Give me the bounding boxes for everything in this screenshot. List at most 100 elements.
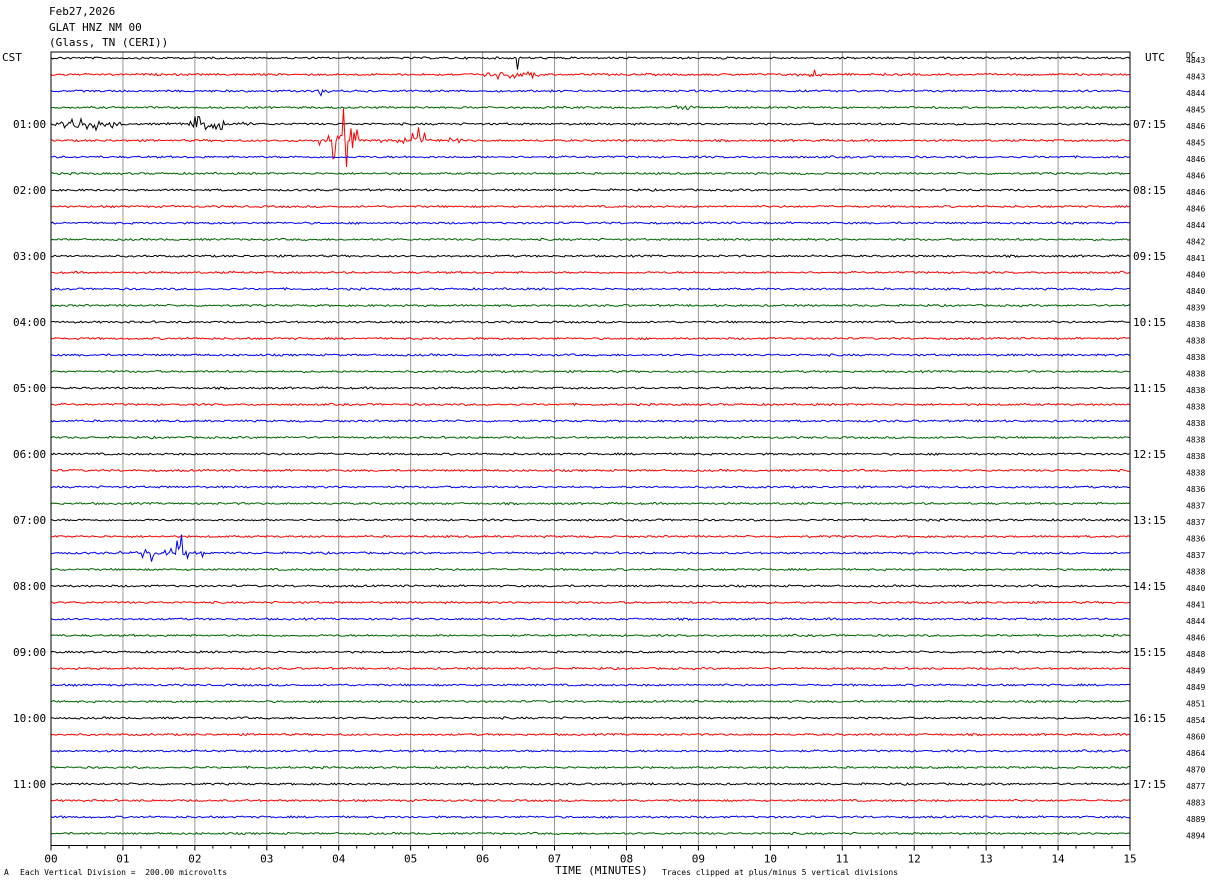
- x-tick-label-12: 12: [908, 853, 921, 866]
- left-time-label-0: 01:00: [13, 118, 46, 131]
- right-time-label-9: 16:15: [1133, 712, 1166, 725]
- trace-36: [50, 650, 1130, 654]
- dc-value-19: 4838: [1186, 370, 1205, 379]
- dc-value-7: 4846: [1186, 172, 1205, 181]
- dc-value-42: 4864: [1186, 749, 1205, 758]
- trace-29: [50, 534, 1130, 539]
- x-tick-label-0: 00: [44, 853, 57, 866]
- dc-value-26: 4836: [1186, 485, 1205, 494]
- x-tick-label-9: 09: [692, 853, 705, 866]
- dc-value-47: 4894: [1186, 832, 1205, 841]
- trace-18: [50, 353, 1130, 357]
- trace-16: [50, 320, 1130, 324]
- trace-30: [50, 534, 1130, 562]
- header-location: (Glass, TN (CERI)): [49, 36, 169, 49]
- dc-value-5: 4845: [1186, 139, 1205, 148]
- trace-13: [50, 270, 1130, 275]
- trace-7: [50, 171, 1130, 176]
- dc-value-32: 4840: [1186, 584, 1205, 593]
- dc-value-11: 4842: [1186, 238, 1205, 247]
- x-axis-ticks: 00 01 02 03 04 05 06 07 08 09 10 11 12 13 14 15: [44, 845, 1137, 866]
- right-timezone-label: UTC: [1145, 51, 1165, 64]
- dc-value-33: 4841: [1186, 601, 1205, 610]
- dc-value-44: 4877: [1186, 782, 1205, 791]
- left-time-label-9: 10:00: [13, 712, 46, 725]
- trace-35: [50, 633, 1130, 638]
- dc-value-20: 4838: [1186, 386, 1205, 395]
- x-tick-label-4: 04: [332, 853, 346, 866]
- trace-33: [50, 600, 1130, 605]
- dc-value-23: 4838: [1186, 436, 1205, 445]
- x-tick-label-8: 08: [620, 853, 633, 866]
- trace-5: [50, 108, 1130, 168]
- dc-value-9: 4846: [1186, 205, 1205, 214]
- trace-6: [50, 155, 1130, 159]
- plot-frame: [50, 51, 1131, 846]
- trace-10: [50, 221, 1130, 225]
- scale-note: Each Vertical Division = 200.00 microvol…: [20, 868, 228, 877]
- dc-value-36: 4848: [1186, 650, 1205, 659]
- left-time-label-10: 11:00: [13, 778, 46, 791]
- dc-value-2: 4844: [1186, 89, 1205, 98]
- trace-40: [50, 716, 1130, 720]
- trace-1: [50, 69, 1130, 81]
- trace-0: [50, 56, 1130, 70]
- left-time-label-1: 02:00: [13, 184, 46, 197]
- left-time-label-8: 09:00: [13, 646, 46, 659]
- right-time-label-1: 08:15: [1133, 184, 1166, 197]
- dc-value-6: 4846: [1186, 155, 1205, 164]
- dc-value-4: 4846: [1186, 122, 1205, 131]
- dc-value-18: 4838: [1186, 353, 1205, 362]
- trace-20: [50, 386, 1130, 390]
- right-time-label-10: 17:15: [1133, 778, 1166, 791]
- trace-39: [50, 699, 1130, 704]
- dc-value-39: 4851: [1186, 700, 1205, 709]
- right-time-label-0: 07:15: [1133, 118, 1166, 131]
- trace-46: [50, 815, 1130, 819]
- dc-value-25: 4838: [1186, 469, 1205, 478]
- left-time-label-6: 07:00: [13, 514, 46, 527]
- trace-45: [50, 798, 1130, 803]
- x-tick-label-15: 15: [1123, 853, 1136, 866]
- dc-value-30: 4837: [1186, 551, 1205, 560]
- dc-value-45: 4883: [1186, 799, 1205, 808]
- dc-value-40: 4854: [1186, 716, 1205, 725]
- left-time-label-7: 08:00: [13, 580, 46, 593]
- dc-value-12: 4841: [1186, 254, 1205, 263]
- dc-value-34: 4844: [1186, 617, 1205, 626]
- trace-14: [50, 287, 1130, 291]
- dc-value-46: 4889: [1186, 815, 1205, 824]
- dc-value-35: 4846: [1186, 634, 1205, 643]
- trace-32: [50, 584, 1130, 588]
- header-date: Feb27,2026: [49, 5, 116, 18]
- x-tick-label-1: 01: [116, 853, 129, 866]
- x-tick-label-7: 07: [548, 853, 561, 866]
- right-time-label-5: 12:15: [1133, 448, 1166, 461]
- x-tick-label-6: 06: [476, 853, 489, 866]
- trace-31: [50, 567, 1130, 572]
- trace-22: [50, 419, 1130, 423]
- dc-value-38: 4849: [1186, 683, 1205, 692]
- trace-28: [50, 518, 1130, 522]
- dc-value-14: 4840: [1186, 287, 1205, 296]
- trace-23: [50, 435, 1130, 440]
- left-timezone-label: CST: [2, 51, 22, 64]
- right-time-label-8: 15:15: [1133, 646, 1166, 659]
- clip-note: Traces clipped at plus/minus 5 vertical …: [662, 868, 899, 877]
- x-tick-label-10: 10: [764, 853, 777, 866]
- right-time-label-2: 09:15: [1133, 250, 1166, 263]
- trace-37: [50, 666, 1130, 671]
- dc-value-0: 4843: [1186, 56, 1205, 65]
- dc-value-13: 4840: [1186, 271, 1205, 280]
- trace-34: [50, 617, 1130, 621]
- dc-value-31: 4838: [1186, 568, 1205, 577]
- trace-9: [50, 204, 1130, 209]
- right-time-label-7: 14:15: [1133, 580, 1166, 593]
- left-time-label-4: 05:00: [13, 382, 46, 395]
- dc-value-43: 4870: [1186, 766, 1205, 775]
- trace-47: [50, 831, 1130, 836]
- x-tick-label-14: 14: [1051, 853, 1065, 866]
- trace-25: [50, 468, 1130, 473]
- x-tick-label-11: 11: [836, 853, 849, 866]
